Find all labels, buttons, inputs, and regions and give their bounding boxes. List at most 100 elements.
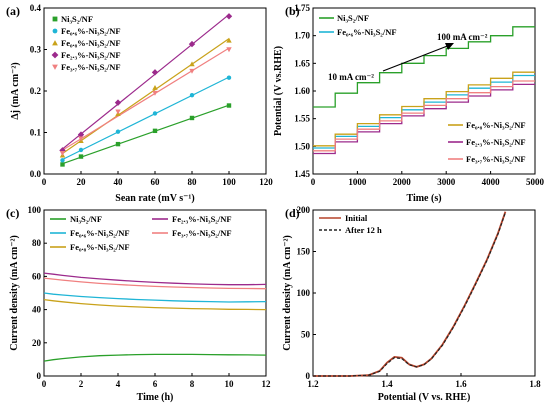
panel-c-xtick-1: 2 — [79, 379, 84, 389]
panel-a-point-1-0 — [60, 158, 65, 163]
panel-c-label: (c) — [6, 206, 19, 220]
panel-c-ylabel: Current density (mA cm⁻²) — [9, 235, 20, 351]
panel-d-ylabel: Current density (mA cm⁻²) — [282, 235, 293, 351]
panel-a-point-0-1 — [78, 154, 84, 159]
panel-c: (c) Time (h) Current density (mA cm⁻²) 0… — [6, 205, 271, 403]
panel-d-series-1 — [313, 212, 506, 377]
panel-a-point-1-2 — [115, 129, 121, 134]
panel-b-xlabel: Time (s) — [406, 193, 441, 204]
panel-a-point-4-4 — [189, 68, 195, 74]
panel-c-ytick-4: 80 — [32, 238, 42, 248]
panel-b-annotation-100: 100 mA cm⁻² — [437, 32, 488, 42]
legend-a-4: Fe₃.₇%-Ni₃S₂/NF — [61, 62, 121, 72]
panel-c-xtick-5: 10 — [225, 379, 235, 389]
panel-a-point-3-2 — [114, 99, 122, 106]
panel-d-ytick-4: 200 — [297, 205, 311, 215]
panel-a-point-2-5 — [226, 37, 232, 43]
panel-c-xlabel: Time (h) — [137, 392, 174, 403]
panel-c-xtick-2: 4 — [116, 379, 121, 389]
panel-b-series-4 — [313, 80, 535, 152]
panel-d-ytick-3: 150 — [297, 247, 311, 257]
legend-a-marker-2 — [52, 40, 58, 46]
panel-d-ytick-2: 100 — [297, 288, 311, 298]
panel-a-ytick-3: 0.3 — [30, 45, 42, 55]
panel-a-point-3-3 — [151, 69, 159, 76]
panel-a-point-1-3 — [152, 111, 158, 116]
legend-d-1: After 12 h — [345, 225, 382, 235]
legend-a-0: Ni₃S₂/NF — [61, 14, 93, 24]
legend-c-2: Fe₀.₈%-Ni₃S₂/NF — [70, 242, 130, 252]
panel-a-point-4-5 — [226, 47, 232, 53]
panel-d-series-0 — [313, 211, 507, 377]
panel-c-series-0 — [43, 353, 267, 362]
panel-d-xlabel: Potential (V vs. RHE) — [378, 392, 471, 403]
panel-b-ytick-1: 1.50 — [294, 141, 310, 151]
panel-a-ytick-1: 0.1 — [30, 128, 42, 138]
panel-b-series-0 — [313, 26, 535, 108]
panel-c-xtick-6: 12 — [262, 379, 272, 389]
panel-d-xtick-2: 1.6 — [455, 379, 467, 389]
panel-a-xtick-5: 100 — [222, 177, 236, 187]
panel-d-ytick-1: 50 — [301, 330, 311, 340]
panel-a-fit-3 — [62, 14, 230, 150]
legend-b-4: Fe₃.₇%-Ni₃S₂/NF — [466, 154, 526, 164]
panel-a-point-4-1 — [78, 136, 84, 142]
panel-c-series-3 — [43, 272, 267, 286]
panel-b-ylabel: Potential (V vs.RHE) — [273, 46, 284, 136]
panel-d-legend: Initial After 12 h — [319, 213, 382, 235]
legend-a-marker-4 — [52, 64, 58, 70]
panel-b-ytick-4: 1.65 — [294, 58, 310, 68]
panel-a-point-3-5 — [225, 13, 233, 20]
panel-b-ytick-3: 1.60 — [294, 86, 310, 96]
panel-a-ytick-4: 0.4 — [30, 3, 42, 13]
panel-a-ytick-0: 0.0 — [30, 169, 42, 179]
legend-a-marker-1 — [52, 28, 58, 34]
legend-b-2: Fe₀.₈%-Ni₃S₂/NF — [466, 120, 526, 130]
panel-a-point-1-5 — [226, 75, 232, 80]
panel-c-xtick-4: 8 — [190, 379, 195, 389]
panel-a-point-4-2 — [115, 109, 121, 115]
panel-a-point-0-2 — [115, 141, 121, 147]
panel-b-xtick-1: 1000 — [348, 177, 367, 187]
panel-a-point-0-4 — [189, 115, 195, 121]
panel-a-ylabel: Δj (mA cm⁻²) — [10, 62, 21, 119]
panel-d-xtick-3: 1.8 — [529, 379, 541, 389]
panel-a-fit-0 — [62, 104, 230, 165]
panel-b-arrow — [382, 44, 451, 72]
panel-a-point-2-4 — [189, 61, 195, 67]
panel-c-xtick-3: 6 — [153, 379, 158, 389]
legend-c-3: Fe₂.₃%-Ni₃S₂/NF — [172, 214, 232, 224]
panel-d-label: (d) — [285, 206, 300, 220]
panel-a-legend: Ni₃S₂/NF Fe₀.₆%-Ni₃S₂/NF Fe₀.₈%-Ni₃S₂/NF… — [51, 14, 121, 72]
panel-a-xtick-0: 0 — [42, 177, 47, 187]
panel-c-series-2 — [43, 298, 267, 311]
panel-a-point-1-1 — [78, 147, 84, 153]
panel-a-ytick-2: 0.2 — [30, 86, 42, 96]
panel-c-ytick-3: 60 — [32, 271, 42, 281]
panel-c-ytick-1: 20 — [32, 338, 42, 348]
panel-a: (a) Sean rate (mV s⁻¹) Δj (mA cm⁻²) 0 20 4… — [6, 3, 273, 204]
panel-a-point-2-3 — [152, 84, 158, 90]
panel-a-fit-2 — [62, 38, 230, 154]
legend-a-1: Fe₀.₆%-Ni₃S₂/NF — [61, 26, 121, 36]
panel-b-xtick-5: 5000 — [526, 177, 545, 187]
panel-b-ytick-6: 1.75 — [294, 3, 310, 13]
legend-a-marker-3 — [51, 51, 59, 59]
panel-a-point-0-3 — [152, 128, 158, 134]
panel-a-point-0-5 — [226, 103, 232, 108]
legend-b-3: Fe₂.₃%-Ni₃S₂/NF — [466, 137, 526, 147]
panel-d-xtick-0: 1.2 — [307, 379, 319, 389]
panel-a-point-3-1 — [77, 131, 85, 138]
panel-b-xtick-0: 0 — [311, 177, 316, 187]
panel-b: (b) Time (s) Potential (V vs.RHE) 0 1000 2… — [273, 3, 545, 204]
panel-b-ytick-2: 1.55 — [294, 114, 310, 124]
panel-a-xtick-6: 120 — [259, 177, 273, 187]
panel-a-xtick-2: 40 — [114, 177, 124, 187]
panel-a-label: (a) — [6, 4, 20, 18]
panel-a-point-4-3 — [152, 90, 158, 96]
panel-d: (d) Potential (V vs. RHE) Current densit… — [282, 205, 541, 403]
panel-a-xtick-1: 20 — [77, 177, 87, 187]
panel-c-ytick-0: 0 — [37, 371, 42, 381]
panel-b-label: (b) — [285, 4, 300, 18]
